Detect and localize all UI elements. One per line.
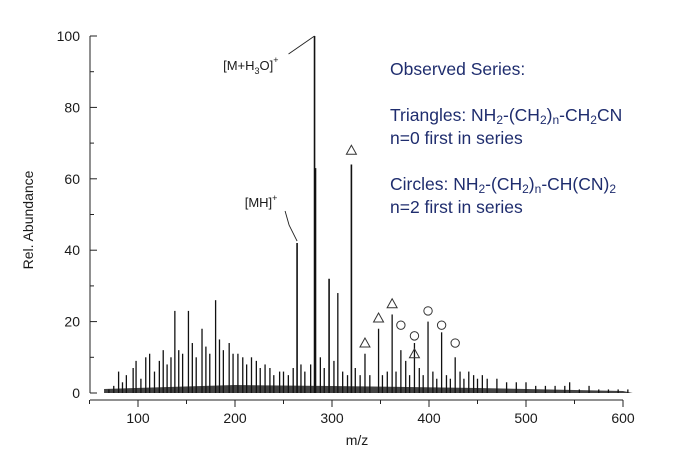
legend-triangles-note: n=0 first in series <box>390 128 523 148</box>
circle-marker <box>436 320 447 330</box>
triangle-marker <box>372 312 385 323</box>
y-axis-title: Rel. Abundance <box>20 170 36 269</box>
series-markers <box>345 144 460 359</box>
circle-marker <box>409 331 420 341</box>
annotation-mh: [MH]+ <box>245 193 278 210</box>
y-tick-label: 20 <box>64 314 80 330</box>
x-tick-label: 300 <box>320 410 344 426</box>
y-tick-label: 100 <box>57 28 81 44</box>
x-ticks: 100 200 300 400 500 600 <box>89 400 635 426</box>
spectrum-peaks <box>104 36 633 393</box>
annotation-leader-mh3o <box>288 35 315 55</box>
x-tick-label: 400 <box>417 410 441 426</box>
x-tick-label: 600 <box>611 410 635 426</box>
peak-annotations: [MH]+ [M+H3O]+ <box>223 35 315 242</box>
x-tick-label: 200 <box>223 410 247 426</box>
y-tick-label: 0 <box>72 385 80 401</box>
triangle-marker <box>386 297 398 309</box>
legend-title: Observed Series: <box>390 59 526 79</box>
y-ticks: 0 20 40 60 80 100 <box>57 28 97 401</box>
legend-circles: Circles: NH2-(CH2)n-CH(CN)2 <box>390 174 617 196</box>
legend-circles-note: n=2 first in series <box>390 197 523 217</box>
circle-marker <box>450 338 460 348</box>
annotation-mh3o: [M+H3O]+ <box>223 55 278 76</box>
triangle-marker <box>408 347 421 359</box>
x-tick-label: 500 <box>514 410 538 426</box>
y-tick-label: 40 <box>64 242 80 258</box>
y-tick-label: 60 <box>64 171 80 187</box>
y-tick-label: 80 <box>64 99 80 115</box>
baseline-noise <box>104 385 633 393</box>
x-tick-label: 100 <box>126 410 150 426</box>
legend-triangles: Triangles: NH2-(CH2)n-CH2CN <box>390 105 623 127</box>
annotation-leader-mh <box>284 210 298 242</box>
circle-marker <box>396 320 406 330</box>
legend: Observed Series: Triangles: NH2-(CH2)n-C… <box>390 58 622 219</box>
triangle-marker <box>359 336 371 348</box>
x-axis-title: m/z <box>346 432 369 448</box>
circle-marker <box>423 306 433 316</box>
triangle-marker <box>345 144 358 155</box>
